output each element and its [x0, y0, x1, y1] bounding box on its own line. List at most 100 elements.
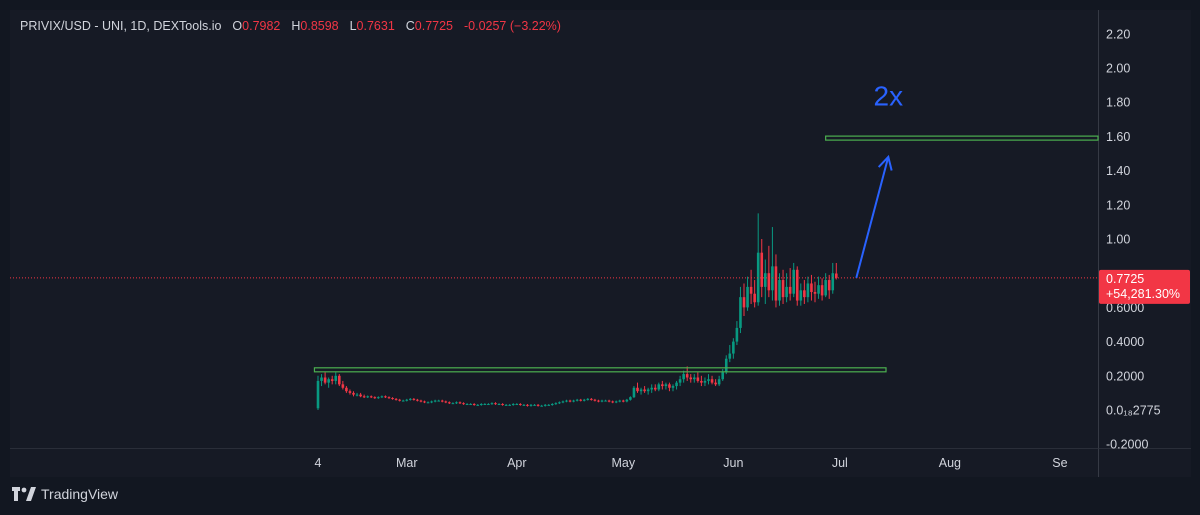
- candle-body: [792, 269, 795, 294]
- candle-body: [504, 404, 508, 406]
- candle-body: [696, 377, 700, 381]
- candle-body: [575, 399, 579, 401]
- candle-body: [334, 375, 338, 381]
- time-tick-label: Apr: [507, 456, 526, 470]
- candle-body: [781, 280, 785, 298]
- candle-body: [724, 358, 728, 373]
- candle-body: [320, 377, 323, 381]
- projection-arrow: [855, 156, 890, 279]
- candle-body: [384, 396, 387, 398]
- candle-body: [657, 384, 661, 390]
- candle-body: [476, 404, 480, 406]
- candle-body: [455, 402, 458, 404]
- candle-body: [568, 400, 572, 402]
- candle-body: [526, 404, 529, 406]
- candle-body: [387, 397, 391, 399]
- candle-body: [338, 375, 341, 385]
- price-tick-label: 1.20: [1106, 198, 1130, 212]
- candle-body: [607, 400, 611, 402]
- time-axis[interactable]: [10, 448, 1098, 477]
- plot-area[interactable]: [10, 10, 1098, 448]
- candle-body: [678, 379, 682, 383]
- candle-body: [401, 400, 405, 402]
- candle-body: [377, 397, 380, 399]
- target-zone: [825, 135, 1099, 141]
- time-tick-label: May: [611, 456, 635, 470]
- candle-body: [409, 398, 412, 400]
- candle-body: [423, 401, 426, 403]
- tradingview-wordmark: TradingView: [41, 486, 119, 502]
- candle-body: [497, 404, 501, 406]
- candle-body: [700, 380, 703, 383]
- time-tick-label: Se: [1052, 456, 1067, 470]
- candle-body: [448, 402, 451, 404]
- legend-symbol[interactable]: PRIVIX/USD - UNI, 1D, DEXTools.io: [20, 19, 222, 33]
- candle-body: [778, 280, 781, 301]
- candle-body: [767, 273, 771, 291]
- candle-body: [369, 396, 373, 398]
- candle-body: [330, 379, 334, 381]
- candle-body: [632, 387, 636, 398]
- candle-body: [799, 290, 803, 301]
- price-tick-label: 1.80: [1106, 96, 1130, 110]
- price-tick-label: 0.6000: [1106, 301, 1144, 315]
- time-tick-label: 4: [315, 456, 322, 470]
- candle-body: [380, 396, 384, 398]
- price-tick-label: 1.40: [1106, 164, 1130, 178]
- candle-body: [522, 404, 526, 406]
- candle-body: [785, 286, 788, 298]
- candle-body: [614, 401, 618, 403]
- candle-body: [714, 382, 717, 385]
- legend-close-label: C: [405, 19, 415, 33]
- candle-body: [487, 404, 490, 406]
- candle-body: [753, 293, 756, 303]
- candle-body: [671, 386, 675, 388]
- candle-body: [735, 327, 739, 342]
- candle-body: [817, 285, 820, 294]
- candle-body: [582, 399, 586, 401]
- candle-body: [426, 402, 430, 404]
- legend-low-label: L: [349, 19, 357, 33]
- candle-body: [437, 400, 440, 402]
- candle-body: [739, 297, 742, 328]
- candle-body: [398, 399, 401, 401]
- candle-body: [685, 374, 689, 378]
- candle-body: [323, 377, 327, 383]
- candle-body: [462, 403, 465, 405]
- tradingview-branding[interactable]: TradingView: [12, 486, 118, 502]
- price-tick-label: 2.00: [1106, 62, 1130, 76]
- chart-legend: PRIVIX/USD - UNI, 1D, DEXTools.io O0.798…: [20, 19, 561, 33]
- candle-body: [554, 403, 558, 405]
- candle-body: [646, 389, 650, 392]
- candle-body: [529, 404, 533, 406]
- candle-body: [345, 387, 348, 392]
- time-tick-label: Jul: [832, 456, 848, 470]
- candle-body: [764, 273, 767, 287]
- candle-body: [810, 283, 813, 293]
- price-tick-label: 1.60: [1106, 130, 1130, 144]
- candle-body: [412, 398, 416, 400]
- legend-open-value: 0.7982: [242, 19, 281, 33]
- candle-body: [643, 389, 646, 392]
- candle-body: [561, 401, 565, 403]
- candle-body: [710, 379, 714, 383]
- candle-body: [586, 398, 590, 400]
- candle-body: [341, 384, 345, 388]
- price-axis[interactable]: [1098, 10, 1191, 448]
- candle-body: [494, 403, 497, 405]
- candle-body: [827, 280, 831, 291]
- price-tick-label: 0.0₁₈2775: [1106, 404, 1161, 418]
- candle-body: [536, 404, 540, 406]
- candle-body: [469, 404, 472, 406]
- candle-body: [572, 400, 575, 402]
- candle-body: [355, 394, 359, 396]
- candle-body: [650, 387, 653, 390]
- candle-body: [511, 404, 515, 406]
- candle-body: [444, 401, 448, 403]
- candle-body: [543, 404, 547, 406]
- candle-body: [703, 380, 707, 383]
- candle-body: [419, 400, 423, 402]
- projection-arrow-head: [877, 154, 893, 171]
- candle-body: [664, 384, 668, 387]
- candle-body: [359, 394, 362, 397]
